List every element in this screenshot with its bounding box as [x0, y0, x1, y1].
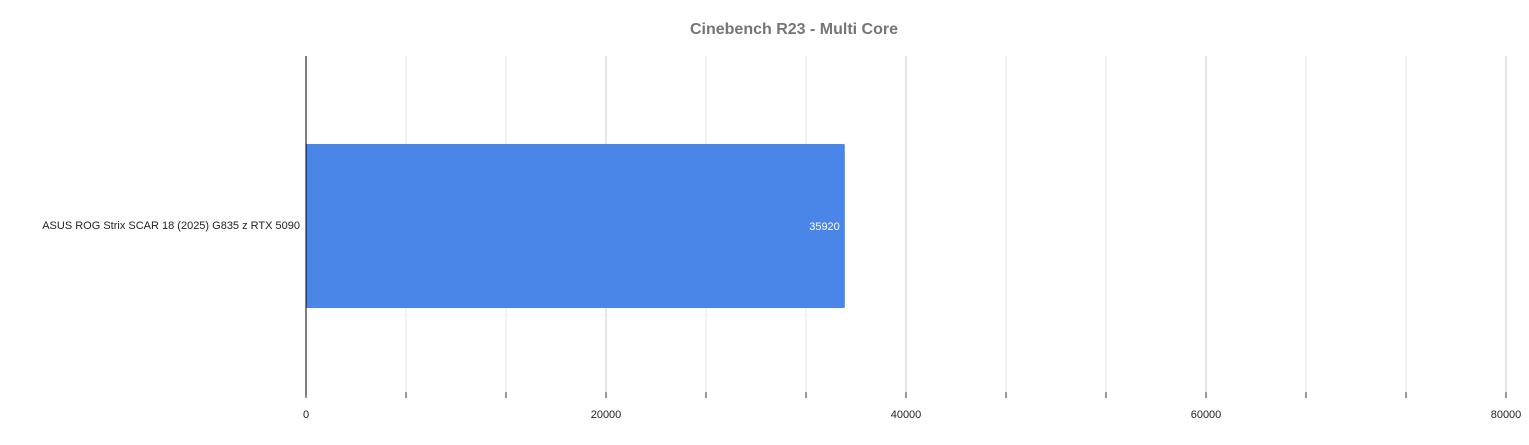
x-tick-label: 60000 [1191, 409, 1222, 421]
x-tick-label: 20000 [591, 409, 622, 421]
x-tick-label: 80000 [1491, 409, 1522, 421]
x-tick-label: 0 [303, 409, 309, 421]
y-tick-label: ASUS ROG Strix SCAR 18 (2025) G835 z RTX… [42, 220, 300, 232]
chart-title: Cinebench R23 - Multi Core [690, 21, 898, 38]
bar [306, 144, 845, 308]
value-label: 35920 [809, 221, 840, 233]
x-tick-label: 40000 [891, 409, 922, 421]
